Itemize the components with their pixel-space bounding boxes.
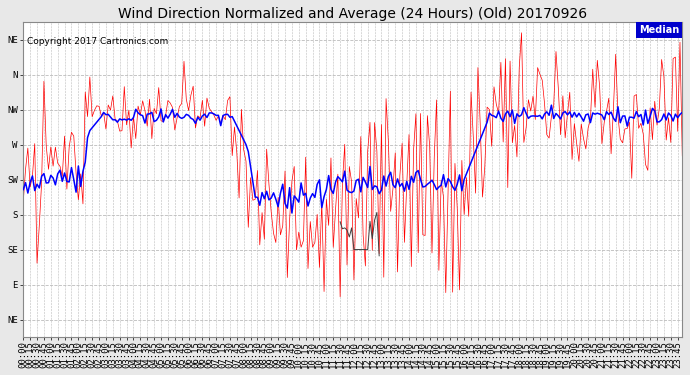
Text: Copyright 2017 Cartronics.com: Copyright 2017 Cartronics.com bbox=[27, 37, 168, 46]
Text: Median: Median bbox=[639, 25, 680, 35]
Title: Wind Direction Normalized and Average (24 Hours) (Old) 20170926: Wind Direction Normalized and Average (2… bbox=[118, 7, 587, 21]
